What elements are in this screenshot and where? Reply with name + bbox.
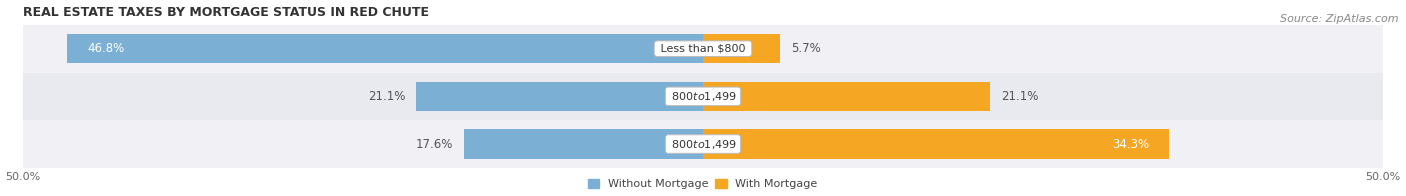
Text: 34.3%: 34.3% [1112,138,1149,151]
Bar [416,82,703,111]
Bar [22,120,1384,168]
Bar [464,129,703,159]
Text: $800 to $1,499: $800 to $1,499 [668,90,738,103]
Text: 21.1%: 21.1% [368,90,405,103]
Text: Source: ZipAtlas.com: Source: ZipAtlas.com [1281,14,1399,24]
Bar [22,73,1384,120]
Text: 17.6%: 17.6% [415,138,453,151]
Text: 21.1%: 21.1% [1001,90,1038,103]
Text: 46.8%: 46.8% [87,42,124,55]
Text: Less than $800: Less than $800 [657,44,749,54]
Legend: Without Mortgage, With Mortgage: Without Mortgage, With Mortgage [588,179,818,189]
Bar [22,25,1384,73]
Bar [703,129,1170,159]
Bar [703,82,990,111]
Text: 5.7%: 5.7% [792,42,821,55]
Bar [66,34,703,64]
Text: $800 to $1,499: $800 to $1,499 [668,138,738,151]
Bar [703,34,780,64]
Text: REAL ESTATE TAXES BY MORTGAGE STATUS IN RED CHUTE: REAL ESTATE TAXES BY MORTGAGE STATUS IN … [22,5,429,19]
